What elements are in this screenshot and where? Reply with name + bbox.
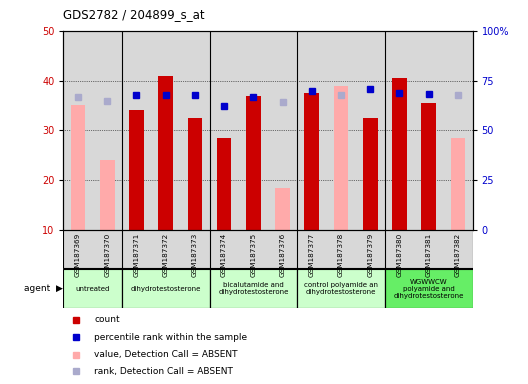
Text: GSM187382: GSM187382 [455,232,461,277]
Bar [217,138,231,230]
Bar [450,138,465,230]
Bar [129,111,144,230]
Bar [158,76,173,230]
FancyBboxPatch shape [385,269,473,308]
FancyBboxPatch shape [210,269,297,308]
Text: GSM187372: GSM187372 [163,232,168,277]
FancyBboxPatch shape [297,269,385,308]
Text: untreated: untreated [76,286,110,292]
Text: percentile rank within the sample: percentile rank within the sample [94,333,247,342]
Bar [392,78,407,230]
Text: GSM187381: GSM187381 [426,232,432,277]
Bar [71,106,86,230]
Text: WGWWCW
polyamide and
dihydrotestosterone: WGWWCW polyamide and dihydrotestosterone [393,279,464,299]
Bar [275,188,290,230]
Text: GDS2782 / 204899_s_at: GDS2782 / 204899_s_at [63,8,205,21]
FancyBboxPatch shape [63,269,122,308]
Bar [187,118,202,230]
Text: GSM187371: GSM187371 [134,232,139,277]
Bar [363,118,378,230]
Text: GSM187377: GSM187377 [309,232,315,277]
Bar [334,86,348,230]
Text: control polyamide an
dihydrotestosterone: control polyamide an dihydrotestosterone [304,282,378,295]
Bar [100,160,115,230]
Text: agent  ▶: agent ▶ [24,284,63,293]
Text: GSM187380: GSM187380 [397,232,402,277]
Text: GSM187374: GSM187374 [221,232,227,277]
Bar [246,96,261,230]
Text: count: count [94,315,120,324]
Bar [305,93,319,230]
Text: GSM187369: GSM187369 [75,232,81,277]
Text: bicalutamide and
dihydrotestosterone: bicalutamide and dihydrotestosterone [218,282,288,295]
FancyBboxPatch shape [63,230,473,268]
Text: GSM187370: GSM187370 [104,232,110,277]
FancyBboxPatch shape [122,269,210,308]
Text: GSM187376: GSM187376 [279,232,286,277]
Text: value, Detection Call = ABSENT: value, Detection Call = ABSENT [94,350,238,359]
Text: GSM187375: GSM187375 [250,232,257,277]
Bar [421,103,436,230]
Text: dihydrotestosterone: dihydrotestosterone [130,286,201,292]
Text: GSM187379: GSM187379 [367,232,373,277]
Text: rank, Detection Call = ABSENT: rank, Detection Call = ABSENT [94,367,233,376]
Text: GSM187373: GSM187373 [192,232,198,277]
Text: GSM187378: GSM187378 [338,232,344,277]
